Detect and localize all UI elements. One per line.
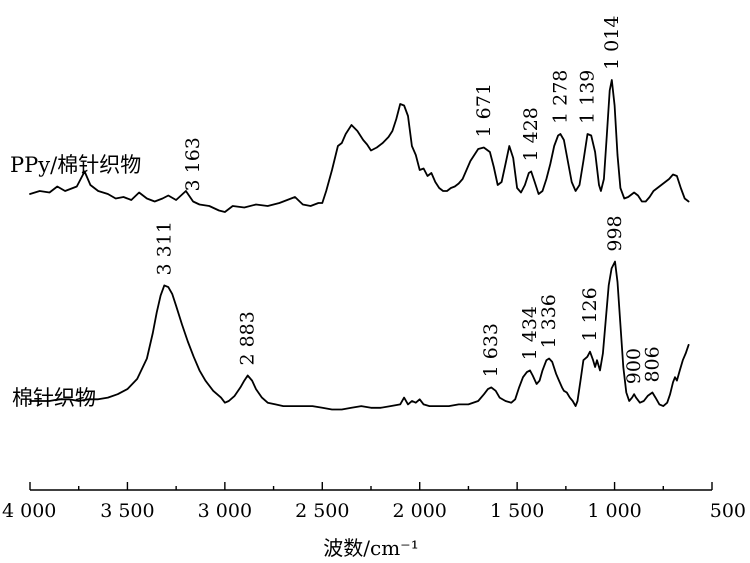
peak-label: 998: [604, 215, 626, 251]
peak-label: 1 126: [579, 287, 601, 341]
x-tick-label: 500: [710, 500, 746, 522]
series-name-1: 棉针织物: [12, 386, 96, 410]
x-tick-label: 1 500: [490, 500, 544, 522]
series-line-0: [29, 79, 690, 213]
peak-label: 1 434: [519, 306, 541, 360]
x-axis-title: 波数/cm⁻¹: [323, 536, 418, 560]
peak-label: 1 139: [577, 70, 599, 124]
x-tick-label: 3 500: [100, 500, 154, 522]
peak-label: 900: [623, 348, 645, 384]
x-tick-label: 4 000: [2, 500, 56, 522]
peak-label: 3 311: [153, 221, 175, 275]
peak-label: 1 336: [538, 294, 560, 348]
x-tick-label: 2 500: [295, 500, 349, 522]
x-axis-ticks: 4 000 3 500 3 000 2 500 2 000 1 500 1 000 500: [2, 482, 746, 522]
series-line-1: [29, 260, 690, 411]
x-tick-label: 1 000: [587, 500, 641, 522]
peak-label: 2 883: [237, 311, 259, 365]
peak-label: 1 014: [601, 16, 623, 70]
peak-label: 3 163: [182, 137, 204, 191]
peak-label: 1 633: [480, 323, 502, 377]
x-tick-label: 3 000: [198, 500, 252, 522]
series-layer: [29, 79, 690, 411]
peak-label: 1 278: [549, 70, 571, 124]
series-name-0: PPy/棉针织物: [10, 153, 141, 177]
peak-label: 1 671: [473, 83, 495, 137]
peak-label: 806: [641, 346, 663, 382]
peak-label: 1 428: [520, 107, 542, 161]
x-tick-label: 2 000: [393, 500, 447, 522]
